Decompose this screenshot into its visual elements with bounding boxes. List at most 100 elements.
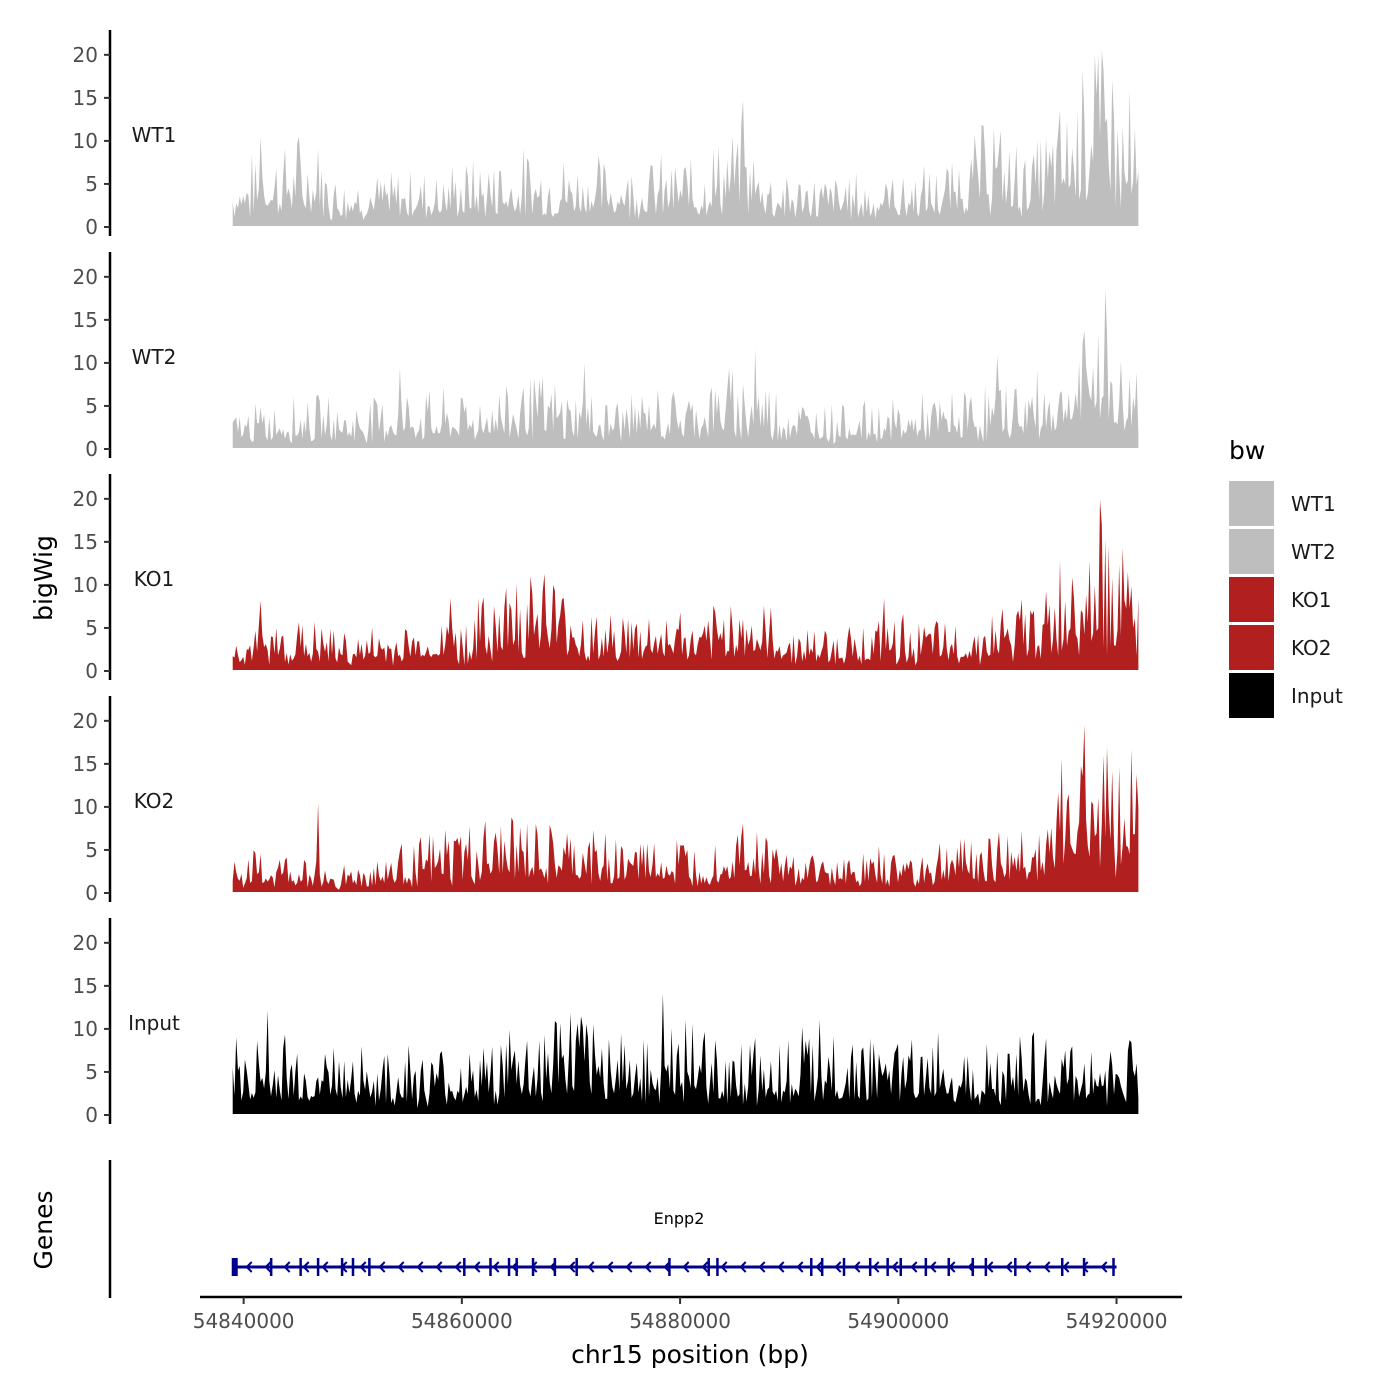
strand-arrow <box>986 1261 994 1273</box>
strand-arrow <box>264 1261 272 1273</box>
gene-exon <box>1014 1258 1017 1276</box>
strand-arrow <box>625 1261 633 1273</box>
gene-exon <box>351 1258 355 1276</box>
gene-exon <box>1060 1258 1064 1276</box>
y-tick-label: 5 <box>85 394 98 418</box>
x-tick-label: 54840000 <box>193 1309 295 1333</box>
y-tick-label: 5 <box>85 838 98 862</box>
legend-swatch <box>1229 481 1274 526</box>
strand-arrow <box>1043 1261 1051 1273</box>
gene-exon <box>716 1258 719 1276</box>
strand-arrow <box>1100 1261 1108 1273</box>
strand-arrow <box>682 1261 690 1273</box>
gene-enpp2: Enpp2 <box>231 1209 1117 1276</box>
y-tick-label: 20 <box>73 487 98 511</box>
gene-exon <box>971 1258 975 1276</box>
track-wt1: 0 5 10 15 20 WT1 <box>73 30 1139 239</box>
y-tick-label: 10 <box>73 1017 98 1041</box>
y-tick-label: 0 <box>85 659 98 683</box>
legend-title: bw <box>1229 436 1265 465</box>
gene-exon <box>507 1258 511 1276</box>
gene-exon <box>668 1258 671 1276</box>
strand-arrow <box>834 1261 842 1273</box>
strand-arrow <box>473 1261 481 1273</box>
legend-swatch <box>1229 673 1274 718</box>
coverage-area-input <box>232 993 1139 1114</box>
strand-arrow <box>530 1261 538 1273</box>
gene-exon <box>553 1258 557 1276</box>
track-label-input: Input <box>128 1011 180 1035</box>
track-label-ko2: KO2 <box>134 789 175 813</box>
strand-arrow <box>606 1261 614 1273</box>
x-tick-label: 54860000 <box>411 1309 513 1333</box>
coverage-area-wt2 <box>232 289 1139 448</box>
y-tick-label: 5 <box>85 1060 98 1084</box>
y-tick-label: 10 <box>73 351 98 375</box>
legend-entry-wt2: WT2 <box>1229 529 1336 574</box>
y-tick-label: 15 <box>73 308 98 332</box>
gene-exon <box>842 1258 846 1276</box>
legend-swatch <box>1229 577 1274 622</box>
track-label-ko1: KO1 <box>134 567 175 591</box>
track-wt2: 0 5 10 15 20 WT2 <box>73 252 1139 461</box>
gene-exon <box>463 1258 466 1276</box>
strand-arrow <box>397 1261 405 1273</box>
gene-exon <box>899 1258 902 1276</box>
strand-arrow <box>1062 1261 1070 1273</box>
y-tick-label: 5 <box>85 172 98 196</box>
strand-arrow <box>910 1261 918 1273</box>
track-input: 0 5 10 15 20 Input <box>73 918 1139 1127</box>
legend-label: WT1 <box>1291 492 1336 516</box>
strand-arrow <box>891 1261 899 1273</box>
strand-arrow <box>511 1261 519 1273</box>
y-tick-label: 0 <box>85 1103 98 1127</box>
track-panels: 0 5 10 15 20 WT1 0 5 10 15 20 WT2 0 5 10 15 20 KO1 0 5 10 15 2… <box>73 30 1139 1127</box>
legend-label: KO2 <box>1291 636 1332 660</box>
legend-label: WT2 <box>1291 540 1336 564</box>
gene-label: Enpp2 <box>654 1209 705 1228</box>
y-tick-label: 10 <box>73 129 98 153</box>
gene-exon <box>299 1258 302 1276</box>
y-tick-label: 10 <box>73 573 98 597</box>
legend-entry-input: Input <box>1229 673 1343 718</box>
strand-arrow <box>1081 1261 1089 1273</box>
gene-exon <box>231 1258 238 1276</box>
strand-arrow <box>492 1261 500 1273</box>
x-tick-label: 54920000 <box>1066 1309 1168 1333</box>
gene-exon <box>924 1258 928 1276</box>
strand-arrow <box>929 1261 937 1273</box>
track-label-wt2: WT2 <box>132 345 177 369</box>
strand-arrow <box>321 1261 329 1273</box>
legend-label: Input <box>1291 684 1343 708</box>
gene-exon <box>515 1258 518 1276</box>
y-tick-label: 20 <box>73 709 98 733</box>
strand-arrow <box>739 1261 747 1273</box>
y-tick-label: 20 <box>73 43 98 67</box>
gene-exon <box>1112 1258 1115 1276</box>
track-ko1: 0 5 10 15 20 KO1 <box>73 474 1139 683</box>
x-axis: 54840000 54860000 54880000 54900000 54920000 <box>193 1295 1182 1333</box>
legend-swatch <box>1229 625 1274 670</box>
gene-exon <box>269 1258 273 1276</box>
coverage-area-ko2 <box>232 725 1139 892</box>
gene-exon <box>886 1258 889 1276</box>
legend-label: KO1 <box>1291 588 1332 612</box>
legend-entry-ko2: KO2 <box>1229 625 1332 670</box>
strand-arrow <box>701 1261 709 1273</box>
gene-exon <box>707 1258 710 1276</box>
coverage-area-ko1 <box>232 499 1139 670</box>
strand-arrow <box>796 1261 804 1273</box>
gene-exon <box>810 1258 813 1276</box>
gene-exon <box>820 1258 824 1276</box>
y-tick-label: 0 <box>85 881 98 905</box>
gene-exon <box>316 1258 320 1276</box>
gene-exon <box>489 1258 492 1276</box>
strand-arrow <box>872 1261 880 1273</box>
strand-arrow <box>777 1261 785 1273</box>
track-ko2: 0 5 10 15 20 KO2 <box>73 696 1139 905</box>
gene-exon <box>868 1258 872 1276</box>
strand-arrow <box>967 1261 975 1273</box>
legend: bw WT1 WT2 KO1 KO2 Input <box>1229 436 1343 718</box>
legend-swatch <box>1229 529 1274 574</box>
